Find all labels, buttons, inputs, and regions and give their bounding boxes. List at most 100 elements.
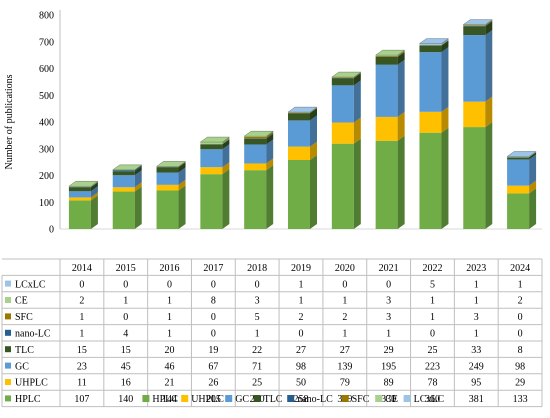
table-value: 0 (299, 329, 304, 340)
bar-segment (113, 170, 135, 171)
table-value: 5 (255, 312, 260, 323)
table-value: 45 (121, 361, 131, 372)
bar-segment (419, 112, 441, 133)
table-value: 1 (167, 329, 172, 340)
bar-segment (200, 167, 222, 174)
series-key-swatch (5, 379, 11, 385)
table-value: 1 (474, 296, 479, 307)
x-category-label: 2015 (116, 263, 136, 274)
bar-segment (332, 123, 354, 144)
y-tick-label: 700 (39, 37, 54, 48)
table-value: 5 (430, 279, 435, 290)
table-value: 15 (77, 345, 87, 356)
bar-segment (244, 163, 266, 170)
table-value: 11 (77, 378, 87, 389)
bar-segment (507, 157, 529, 158)
table-value: 0 (167, 279, 172, 290)
bar-segment (507, 186, 529, 194)
legend-swatch (254, 395, 261, 402)
series-row-label: HPLC (15, 394, 41, 405)
table-value: 98 (515, 361, 525, 372)
table-value: 0 (211, 279, 216, 290)
bar-segment (463, 26, 485, 35)
legend-label: nano-LC (297, 394, 333, 405)
x-category-label: 2023 (466, 263, 486, 274)
y-tick-label: 200 (39, 171, 54, 182)
table-value: 381 (469, 394, 484, 405)
x-category-label: 2016 (160, 263, 180, 274)
bar-segment (69, 197, 91, 200)
series-row-label: TLC (15, 345, 34, 356)
bar-segment-side (310, 155, 317, 229)
series-row-label: CE (15, 296, 28, 307)
table-value: 27 (340, 345, 350, 356)
table-value: 1 (474, 329, 479, 340)
table-value: 1 (123, 296, 128, 307)
table-value: 223 (425, 361, 440, 372)
bar-segment-side (266, 165, 273, 229)
table-value: 139 (337, 361, 352, 372)
series-key-swatch (5, 297, 11, 303)
bar-segment (463, 25, 485, 26)
bar-segment (200, 174, 222, 229)
table-value: 0 (255, 279, 260, 290)
table-value: 26 (208, 378, 218, 389)
table-value: 1 (386, 329, 391, 340)
table-value: 23 (77, 361, 87, 372)
bar-segment-side (398, 60, 405, 117)
bar-segment (463, 102, 485, 127)
series-row-label: nano-LC (15, 329, 51, 340)
bar-segment (332, 85, 354, 122)
series-key-swatch (5, 313, 11, 319)
y-axis-label: Number of publications (4, 74, 15, 169)
bar-segment (288, 113, 310, 114)
table-value: 1 (167, 312, 172, 323)
bar-segment-side (135, 187, 142, 229)
bar-segment-side (485, 97, 492, 127)
table-value: 0 (430, 329, 435, 340)
bar-segment (157, 167, 179, 172)
bar-segment (419, 52, 441, 112)
bar-segment (157, 190, 179, 229)
bar-segment-side (310, 115, 317, 146)
bar-segment (419, 45, 441, 52)
table-value: 2 (299, 312, 304, 323)
table-value: 1 (79, 329, 84, 340)
table-value: 1 (79, 312, 84, 323)
table-value: 4 (123, 329, 128, 340)
bar-segment (376, 65, 398, 117)
table-value: 71 (252, 361, 262, 372)
legend-swatch (375, 395, 382, 402)
table-value: 8 (518, 345, 523, 356)
table-value: 79 (340, 378, 350, 389)
table-value: 27 (296, 345, 306, 356)
table-value: 15 (121, 345, 131, 356)
table-value: 0 (518, 312, 523, 323)
table-value: 98 (296, 361, 306, 372)
bar-segment-side (91, 195, 98, 229)
table-value: 1 (255, 329, 260, 340)
bar-segment (113, 171, 135, 175)
bar-segment-side (222, 169, 229, 229)
x-category-label: 2020 (335, 263, 355, 274)
table-value: 1 (342, 329, 347, 340)
legend-label: SFC (352, 394, 370, 405)
bar-segment (288, 147, 310, 160)
y-tick-label: 600 (39, 64, 54, 75)
table-value: 89 (384, 378, 394, 389)
bar-segment (507, 157, 529, 159)
bar-segment (288, 120, 310, 146)
bar-segment (463, 127, 485, 229)
table-value: 25 (427, 345, 437, 356)
table-value: 16 (121, 378, 131, 389)
y-tick-label: 500 (39, 91, 54, 102)
legend-label: TLC (264, 394, 283, 405)
legend-label: LCxLC (414, 394, 445, 405)
table-value: 195 (381, 361, 396, 372)
bar-segment-side (354, 80, 361, 122)
table-value: 0 (518, 329, 523, 340)
table-value: 8 (211, 296, 216, 307)
table-value: 133 (513, 394, 528, 405)
series-row-label: SFC (15, 312, 33, 323)
